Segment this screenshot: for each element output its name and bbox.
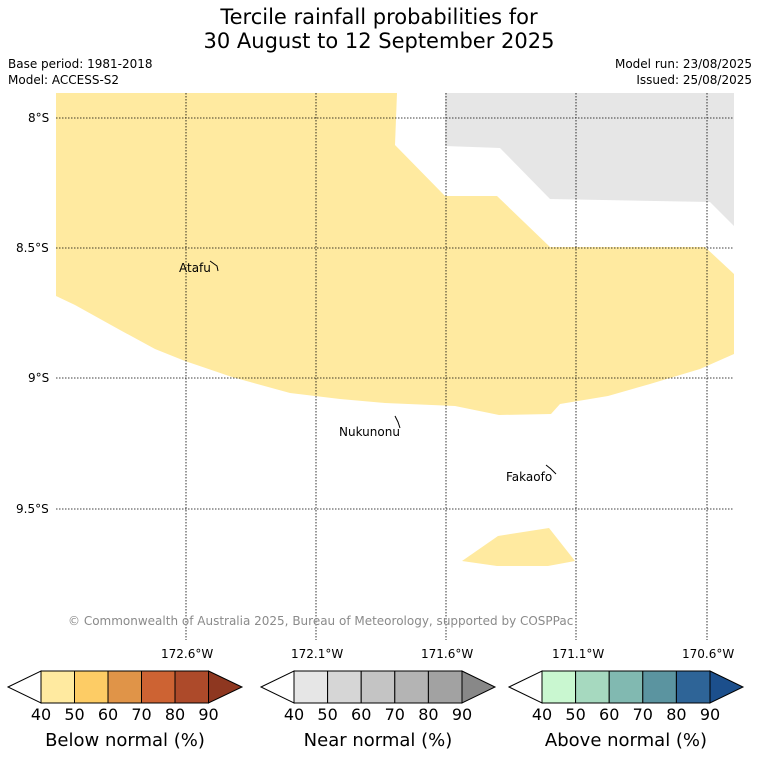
- lat-label-9s: 9°S: [28, 371, 50, 385]
- lat-label-8s: 8°S: [28, 111, 50, 125]
- colorbar-near-normal-swatch-3: [360, 670, 396, 704]
- lon-label-172-1w: 172.1°W: [291, 647, 344, 661]
- nukunonu-atoll: [394, 415, 401, 429]
- colorbar-below-normal-tick: 60: [97, 705, 119, 724]
- colorbar-near-normal-swatch-4: [394, 670, 429, 704]
- colorbar-below-normal-swatch-1: [40, 670, 75, 704]
- colorbar-near-normal-under: [259, 670, 295, 704]
- colorbar-below-normal-tick: 70: [131, 705, 152, 724]
- colorbar-below-normal-tick: 80: [164, 705, 186, 724]
- place-label-nukunonu: Nukunonu: [339, 425, 400, 439]
- colorbar-near-normal-tick: 90: [451, 705, 473, 724]
- fakaofo-atoll: [545, 464, 557, 475]
- colorbar-below-normal-title: Below normal (%): [45, 730, 205, 751]
- colorbar-above-normal-over: [709, 670, 745, 704]
- colorbar-below-normal-over: [208, 670, 244, 704]
- colorbar-below-normal-tick: 90: [198, 705, 219, 724]
- copyright-notice: © Commonwealth of Australia 2025, Bureau…: [68, 614, 574, 628]
- colorbar-above-normal-tick: 80: [666, 705, 687, 724]
- meta-right: Model run: 23/08/2025 Issued: 25/08/2025: [615, 56, 752, 88]
- colorbar-near-normal-tick: 70: [384, 705, 405, 724]
- model-name: Model: ACCESS-S2: [8, 73, 120, 87]
- colorbar-below-normal-swatch-4: [141, 670, 176, 704]
- colorbar-above-normal-swatch-2: [575, 670, 610, 704]
- colorbar-near-normal-title: Near normal (%): [303, 730, 453, 751]
- colorbar-above-normal-title: Above normal (%): [544, 730, 708, 751]
- below-normal-region: [56, 93, 734, 415]
- colorbar-near-normal-swatch-5: [427, 670, 463, 704]
- colorbar-above-normal-swatch-4: [642, 670, 677, 704]
- colorbar-below-normal-swatch-5: [174, 670, 209, 704]
- colorbar-near-normal-swatch-2: [327, 670, 362, 704]
- below-normal-region-south: [462, 528, 575, 566]
- colorbar-near-normal: [259, 670, 497, 704]
- colorbar-near-normal-swatch-1: [293, 670, 329, 704]
- atafu-atoll: [209, 260, 219, 272]
- colorbar-above-normal-under: [507, 670, 543, 704]
- place-label-fakaofo: Fakaofo: [506, 470, 553, 484]
- lon-label-170-6w: 170.6°W: [682, 647, 735, 661]
- issued-date: Issued: 25/08/2025: [636, 73, 752, 87]
- map-title-line-1: Tercile rainfall probabilities for: [220, 5, 538, 29]
- model-run-date: Model run: 23/08/2025: [614, 57, 752, 71]
- lon-label-171-6w: 171.6°W: [421, 647, 474, 661]
- colorbar-above-normal-swatch-1: [541, 670, 577, 704]
- colorbar-above-normal-tick: 50: [565, 705, 586, 724]
- map-title-line-2: 30 August to 12 September 2025: [203, 29, 555, 53]
- colorbar-below-normal-tick: 40: [30, 705, 52, 724]
- lat-label-8-5s: 8.5°S: [16, 241, 49, 255]
- colorbar-below-normal-swatch-2: [74, 670, 109, 704]
- meta-left: Base period: 1981-2018 Model: ACCESS-S2: [8, 56, 153, 88]
- colorbar-above-normal-tick: 90: [699, 705, 721, 724]
- colorbar-above-normal-tick: 40: [531, 705, 553, 724]
- colorbar-near-normal-tick: 50: [317, 705, 338, 724]
- colorbar-near-normal-over: [461, 670, 497, 704]
- base-period: Base period: 1981-2018: [8, 57, 153, 71]
- colorbar-below-normal-under: [6, 670, 42, 704]
- lat-label-9-5s: 9.5°S: [16, 502, 49, 516]
- colorbar-above-normal-tick: 70: [632, 705, 653, 724]
- colorbar-below-normal: [6, 670, 244, 704]
- colorbar-above-normal-tick: 60: [599, 705, 620, 724]
- colorbar-near-normal-tick: 80: [418, 705, 439, 724]
- lon-label-171-1w: 171.1°W: [552, 647, 605, 661]
- lon-label-172-6w: 172.6°W: [161, 647, 214, 661]
- colorbar-above-normal-swatch-5: [675, 670, 711, 704]
- place-label-atafu: Atafu: [179, 261, 211, 275]
- colorbar-above-normal: [507, 670, 745, 704]
- colorbar-below-normal-swatch-3: [107, 670, 142, 704]
- colorbar-above-normal-swatch-3: [608, 670, 644, 704]
- colorbar-near-normal-tick: 40: [283, 705, 305, 724]
- colorbar-below-normal-tick: 50: [64, 705, 85, 724]
- colorbar-near-normal-tick: 60: [351, 705, 372, 724]
- graticule: [56, 93, 734, 640]
- near-normal-region: [445, 93, 734, 226]
